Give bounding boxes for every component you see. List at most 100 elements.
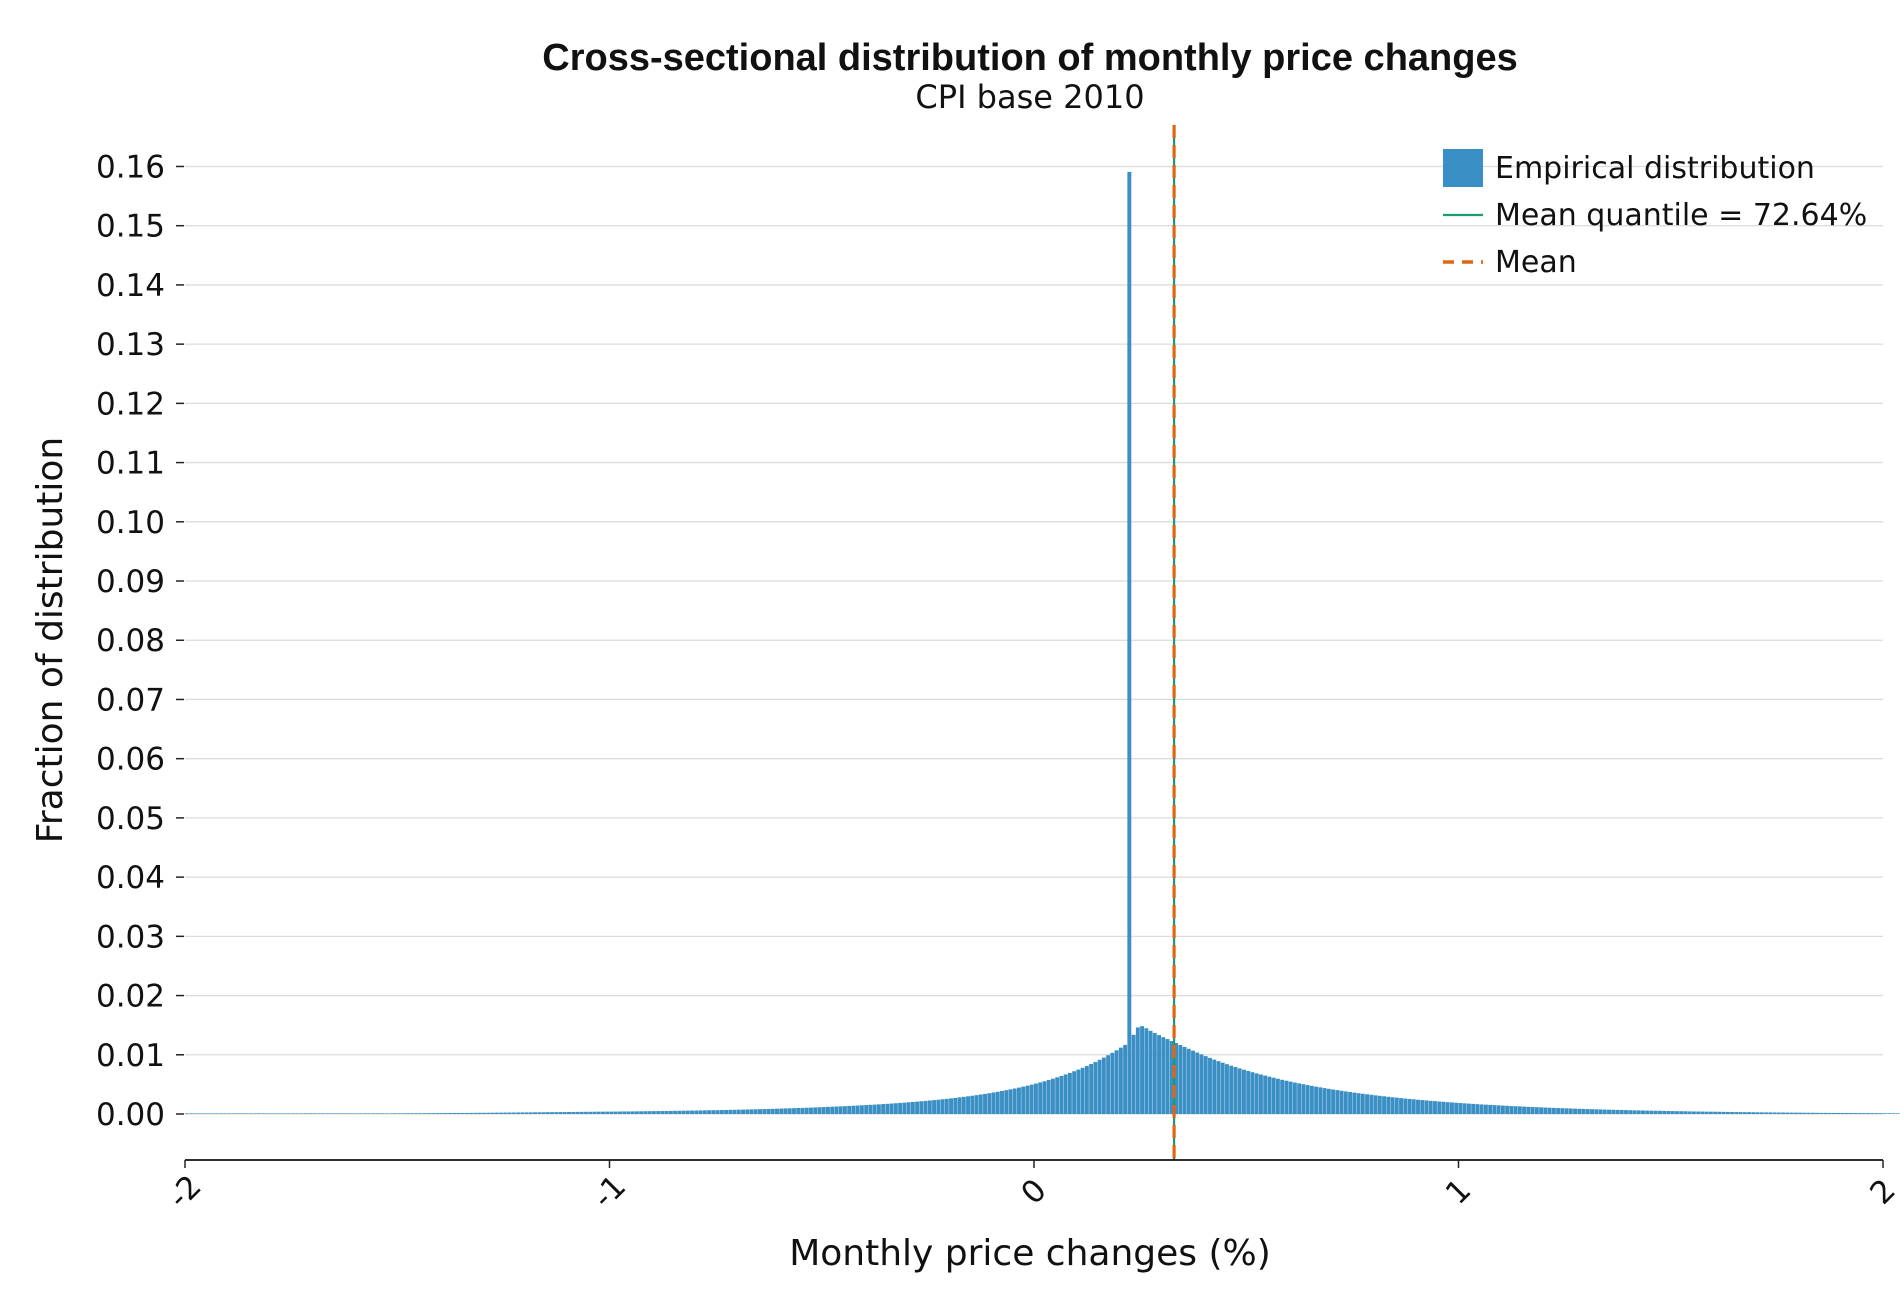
histogram-bar (456, 1112, 461, 1114)
histogram-bar (426, 1113, 431, 1114)
x-tick-label: 2 (1863, 1172, 1900, 1211)
histogram-bar (218, 1113, 223, 1114)
histogram-bar (1509, 1106, 1514, 1114)
histogram-bar (1029, 1084, 1034, 1114)
x-axis-ticks: -2 -1 0 1 2 (161, 1160, 1900, 1216)
histogram-bar (325, 1113, 329, 1114)
y-tick-label: 0.11 (96, 446, 165, 482)
histogram-bar (380, 1113, 385, 1114)
histogram-bar (193, 1113, 198, 1114)
histogram-bar (1186, 1048, 1191, 1114)
histogram-bar (919, 1101, 924, 1114)
histogram-bar (643, 1111, 648, 1114)
histogram-bar (825, 1106, 830, 1114)
x-axis-label: Monthly price changes (%) (789, 1233, 1271, 1274)
y-tick-label: 0.14 (96, 268, 165, 304)
histogram-bar (1348, 1092, 1353, 1114)
histogram-bar (1649, 1110, 1654, 1114)
histogram-bar (1836, 1112, 1841, 1114)
histogram-bar (1399, 1098, 1403, 1114)
histogram-bar (927, 1100, 932, 1114)
histogram-bar (1352, 1092, 1357, 1114)
histogram-bar (991, 1092, 996, 1114)
histogram-bar (1815, 1112, 1819, 1114)
histogram-bar (1458, 1103, 1463, 1114)
histogram-bar (545, 1112, 550, 1114)
histogram-bar (779, 1108, 784, 1114)
histogram-bar (715, 1110, 720, 1114)
histogram-bar (1857, 1113, 1862, 1114)
histogram-bar (1055, 1077, 1060, 1114)
histogram-bar (431, 1113, 436, 1114)
histogram-bar (1466, 1103, 1471, 1114)
histogram-bar (868, 1104, 873, 1114)
histogram-bar (1046, 1080, 1051, 1114)
histogram-bar (269, 1113, 274, 1114)
histogram-bar (439, 1113, 444, 1114)
histogram-bar (830, 1106, 835, 1114)
histogram-bar (1305, 1085, 1310, 1114)
histogram-bar (1017, 1087, 1021, 1114)
histogram-bar (796, 1108, 801, 1114)
histogram-bar (1488, 1104, 1493, 1114)
histogram-bar (469, 1112, 474, 1114)
histogram-bar (1004, 1090, 1009, 1114)
histogram-bar (864, 1105, 869, 1114)
histogram-bar (690, 1110, 695, 1114)
histogram-bar (1309, 1085, 1314, 1114)
histogram-bar (533, 1112, 537, 1114)
histogram-bar (634, 1111, 639, 1114)
histogram-bar (889, 1103, 894, 1114)
histogram-bar (376, 1113, 380, 1114)
histogram-bar (1114, 1050, 1119, 1114)
histogram-bar (1691, 1111, 1696, 1114)
histogram-bar (601, 1111, 605, 1114)
histogram-bar (1891, 1113, 1896, 1114)
histogram-bar (609, 1111, 614, 1114)
histogram-bar (1585, 1109, 1590, 1114)
histogram-bar (1059, 1075, 1064, 1114)
histogram-bar (1636, 1110, 1641, 1114)
histogram-bar (1025, 1085, 1030, 1114)
histogram-bar (1326, 1088, 1331, 1114)
histogram-bar (702, 1110, 707, 1114)
histogram-bar (1110, 1052, 1115, 1114)
histogram-bar (210, 1113, 215, 1114)
histogram-bar (312, 1113, 317, 1114)
histogram-bar (1785, 1112, 1790, 1114)
histogram-bar (1084, 1065, 1089, 1114)
histogram-bar (1012, 1088, 1017, 1114)
histogram-bar (1483, 1104, 1488, 1114)
gridlines (185, 165, 1883, 1115)
histogram-bar (1721, 1111, 1726, 1114)
histogram-bar (1751, 1112, 1756, 1114)
histogram-bar (1407, 1098, 1412, 1114)
histogram-bar (1789, 1112, 1794, 1114)
histogram-bar (1861, 1113, 1866, 1114)
histogram-bar (1229, 1065, 1234, 1114)
y-tick-label: 0.15 (96, 209, 165, 245)
histogram-bar (944, 1098, 949, 1114)
histogram-bar (766, 1108, 771, 1114)
histogram-bar (970, 1095, 975, 1114)
histogram-bar (1356, 1093, 1361, 1114)
histogram-bar (596, 1111, 601, 1114)
histogram-bar (1887, 1113, 1892, 1114)
histogram-bar (1428, 1100, 1433, 1114)
histogram-bar (617, 1111, 622, 1114)
histogram-bar (1687, 1111, 1692, 1114)
histogram-bar (346, 1113, 351, 1114)
histogram-bar (1441, 1101, 1446, 1114)
histogram-bar (1870, 1113, 1875, 1114)
histogram-bar (1220, 1062, 1225, 1114)
histogram-bar (1335, 1090, 1340, 1114)
histogram-bar (1874, 1113, 1879, 1114)
histogram-bar (1878, 1113, 1883, 1114)
histogram-bar (1607, 1109, 1611, 1114)
histogram-bar (1292, 1082, 1297, 1114)
y-axis-label: Fraction of distribution (30, 437, 71, 843)
histogram-bar (953, 1097, 958, 1114)
histogram-bar (1849, 1113, 1853, 1114)
